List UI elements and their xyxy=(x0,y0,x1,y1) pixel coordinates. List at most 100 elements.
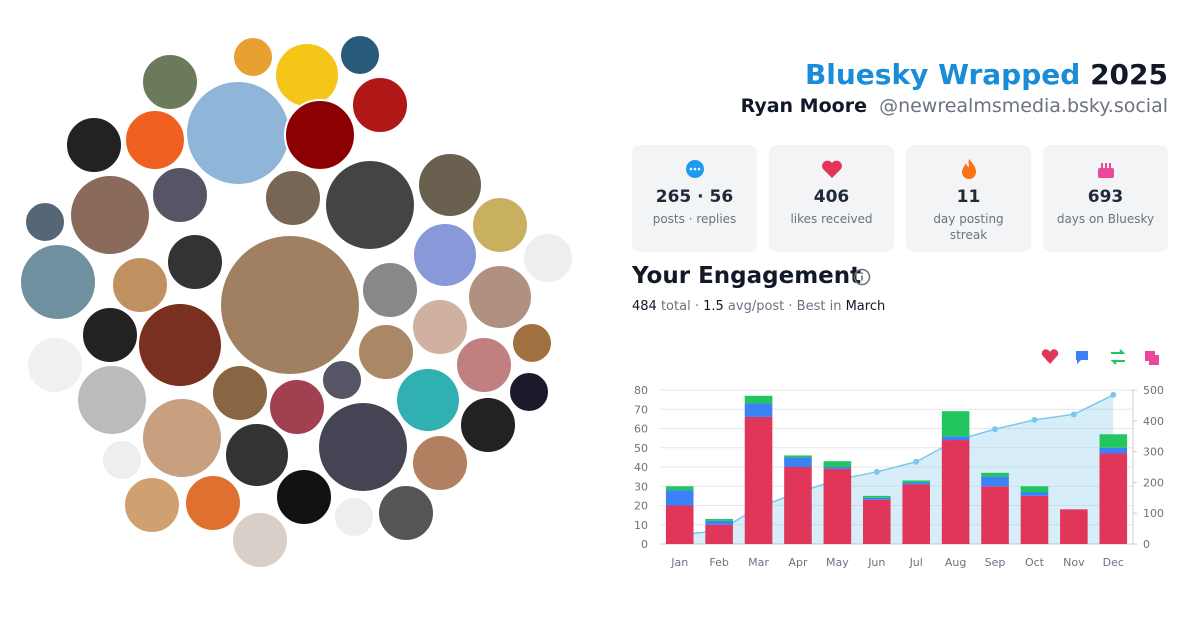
stat-label: days on Bluesky xyxy=(1056,212,1155,226)
total: 484 xyxy=(632,299,657,314)
x-tick-label: Nov xyxy=(1063,556,1085,569)
stat-card: 265 · 56 posts · replies xyxy=(632,145,757,252)
bar-segment xyxy=(665,486,694,491)
x-tick-label: Feb xyxy=(709,556,728,569)
legend-icon xyxy=(1110,349,1126,365)
bar-segment xyxy=(1020,492,1049,496)
bar-segment xyxy=(784,455,812,458)
bar-segment xyxy=(705,518,733,521)
bar-segment xyxy=(744,416,773,544)
stat-value: 11 xyxy=(956,187,981,207)
y2-tick-label: 200 xyxy=(1143,476,1164,489)
bar-segment xyxy=(981,486,1009,544)
title: Bluesky Wrapped xyxy=(804,58,1081,91)
legend-icon-shape xyxy=(1145,351,1159,365)
bar-segment xyxy=(705,520,733,525)
avg-label: avg/post · Best in xyxy=(723,299,846,314)
x-tick-label: Dec xyxy=(1103,556,1124,569)
y-tick-label: 10 xyxy=(634,519,648,532)
stat-label: likes received xyxy=(790,212,873,226)
bar-segment xyxy=(705,524,733,544)
bar-segment xyxy=(902,482,931,485)
stat-card: 693 days on Bluesky xyxy=(1043,145,1168,252)
avatar-cloud xyxy=(19,34,574,569)
y-tick-label: 30 xyxy=(634,480,648,493)
stat-label: day posting streak xyxy=(933,212,1004,242)
y-tick-label: 60 xyxy=(634,423,648,436)
bar-segment xyxy=(981,472,1009,477)
user-name: Ryan Moore xyxy=(740,95,867,117)
title-row: Bluesky Wrapped 2025 xyxy=(805,58,1168,91)
x-tick-label: Jan xyxy=(670,556,688,569)
icon xyxy=(962,159,976,179)
bar-segment xyxy=(1099,453,1128,544)
stat-value: 693 xyxy=(1087,187,1124,207)
cumulative-point xyxy=(1031,416,1038,423)
bar-segment xyxy=(823,461,852,467)
y-tick-label: 50 xyxy=(634,442,648,455)
cumulative-point xyxy=(913,458,920,465)
avatars xyxy=(19,34,574,569)
bar-segment xyxy=(744,395,773,404)
legend-icon xyxy=(1076,351,1088,364)
bar-segment xyxy=(784,467,812,544)
cumulative-point xyxy=(992,426,999,433)
bar-segment xyxy=(1020,486,1049,493)
x-tick-label: Jun xyxy=(867,556,885,569)
x-tick-label: Mar xyxy=(748,556,769,569)
bar-segment xyxy=(941,436,970,441)
bar-segment xyxy=(1099,434,1128,448)
cumulative-point xyxy=(873,468,880,475)
stat-value: 406 xyxy=(813,187,850,207)
stat-card: 11 day posting streak xyxy=(906,145,1031,252)
legend-icon xyxy=(1041,349,1059,364)
y-tick-label: 20 xyxy=(634,500,648,513)
cumulative-point xyxy=(1110,391,1117,398)
y2-tick-label: 100 xyxy=(1143,507,1164,520)
icon xyxy=(822,160,842,178)
y2-tick-label: 400 xyxy=(1143,415,1164,428)
bar-segment xyxy=(862,497,891,500)
legend-icon-shape xyxy=(1041,349,1059,364)
stat-label: posts · replies xyxy=(652,212,737,226)
bar-segment xyxy=(665,505,694,544)
bar-segment xyxy=(902,484,931,544)
user-row: Ryan Moore @newrealmsmedia.bsky.social xyxy=(741,95,1168,117)
x-tick-label: Sep xyxy=(985,556,1006,569)
total-label: total · xyxy=(656,299,704,314)
bar-segment xyxy=(1099,447,1128,454)
cumulative-point xyxy=(1070,411,1077,418)
chart: 0 10 20 30 40 50 60 70 80 0 100 200 300 400 500 Jan Feb M… xyxy=(634,349,1164,569)
year: 2025 xyxy=(1090,58,1168,91)
info-icon[interactable] xyxy=(853,268,871,286)
bar-segment xyxy=(665,490,694,506)
x-tick-label: Aug xyxy=(945,556,966,569)
bar-segment xyxy=(784,457,812,467)
bar-segment xyxy=(823,467,852,469)
legend-icon xyxy=(1145,351,1159,365)
bar-segment xyxy=(744,403,773,417)
legend-icon-shape xyxy=(1110,349,1126,365)
x-tick-label: Apr xyxy=(788,556,808,569)
x-tick-label: May xyxy=(826,556,849,569)
bar-segment xyxy=(862,499,891,544)
x-tick-label: Jul xyxy=(909,556,923,569)
bar-segment xyxy=(941,411,970,437)
x-tick-label: Oct xyxy=(1025,556,1045,569)
bar-segment xyxy=(941,440,970,544)
y-tick-label: 40 xyxy=(634,461,648,474)
engagement-title: Your Engagement xyxy=(632,263,862,289)
icon xyxy=(686,160,704,178)
user-handle: @newrealmsmedia.bsky.social xyxy=(879,95,1168,117)
bar-segment xyxy=(1020,495,1049,544)
stat-card: 406 likes received xyxy=(769,145,894,252)
bar-segment xyxy=(1060,509,1088,544)
icon xyxy=(1098,163,1114,178)
engagement-summary: 484 total · 1.5 avg/post · Best in March xyxy=(632,299,885,314)
best-month: March xyxy=(845,299,886,314)
y-tick-label: 0 xyxy=(641,538,648,551)
legend-icon-shape xyxy=(1076,351,1088,364)
y2-tick-label: 0 xyxy=(1143,538,1150,551)
y-tick-label: 70 xyxy=(634,403,648,416)
